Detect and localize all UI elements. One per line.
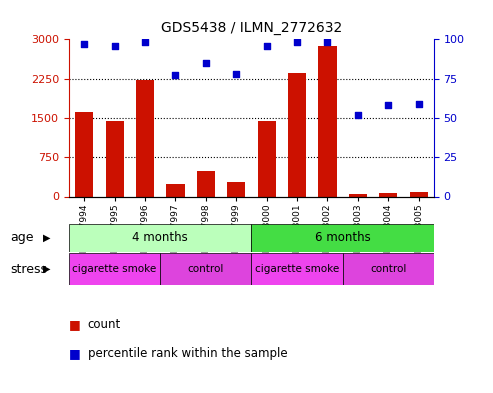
Text: age: age bbox=[10, 231, 34, 244]
Text: control: control bbox=[188, 264, 224, 274]
Text: ■: ■ bbox=[69, 347, 81, 360]
Bar bbox=[251, 224, 434, 252]
Bar bbox=[318, 46, 337, 196]
Point bbox=[354, 112, 362, 118]
Bar bbox=[75, 112, 93, 196]
Bar bbox=[69, 224, 251, 252]
Bar bbox=[160, 253, 251, 285]
Text: cigarette smoke: cigarette smoke bbox=[72, 264, 157, 274]
Title: GDS5438 / ILMN_2772632: GDS5438 / ILMN_2772632 bbox=[161, 22, 342, 35]
Text: control: control bbox=[370, 264, 406, 274]
Text: 4 months: 4 months bbox=[132, 231, 188, 244]
Bar bbox=[251, 253, 343, 285]
Bar bbox=[227, 182, 246, 196]
Text: ▶: ▶ bbox=[43, 264, 51, 274]
Text: 6 months: 6 months bbox=[315, 231, 371, 244]
Bar bbox=[257, 121, 276, 196]
Text: cigarette smoke: cigarette smoke bbox=[255, 264, 339, 274]
Text: percentile rank within the sample: percentile rank within the sample bbox=[88, 347, 287, 360]
Bar bbox=[197, 171, 215, 196]
Bar bbox=[349, 194, 367, 196]
Bar bbox=[343, 253, 434, 285]
Point bbox=[202, 60, 210, 66]
Bar bbox=[288, 73, 306, 196]
Point bbox=[80, 41, 88, 47]
Point bbox=[263, 42, 271, 49]
Bar bbox=[106, 121, 124, 196]
Point bbox=[141, 39, 149, 46]
Point bbox=[110, 42, 119, 49]
Point bbox=[384, 102, 392, 108]
Bar bbox=[69, 253, 160, 285]
Point bbox=[172, 72, 179, 79]
Bar bbox=[410, 192, 428, 196]
Point bbox=[232, 71, 240, 77]
Bar bbox=[379, 193, 397, 196]
Text: count: count bbox=[88, 318, 121, 331]
Point bbox=[415, 101, 423, 107]
Text: ■: ■ bbox=[69, 318, 81, 331]
Bar bbox=[166, 184, 184, 196]
Point bbox=[293, 39, 301, 46]
Text: stress: stress bbox=[10, 263, 47, 276]
Point bbox=[323, 39, 331, 46]
Bar bbox=[136, 80, 154, 196]
Text: ▶: ▶ bbox=[43, 233, 51, 243]
